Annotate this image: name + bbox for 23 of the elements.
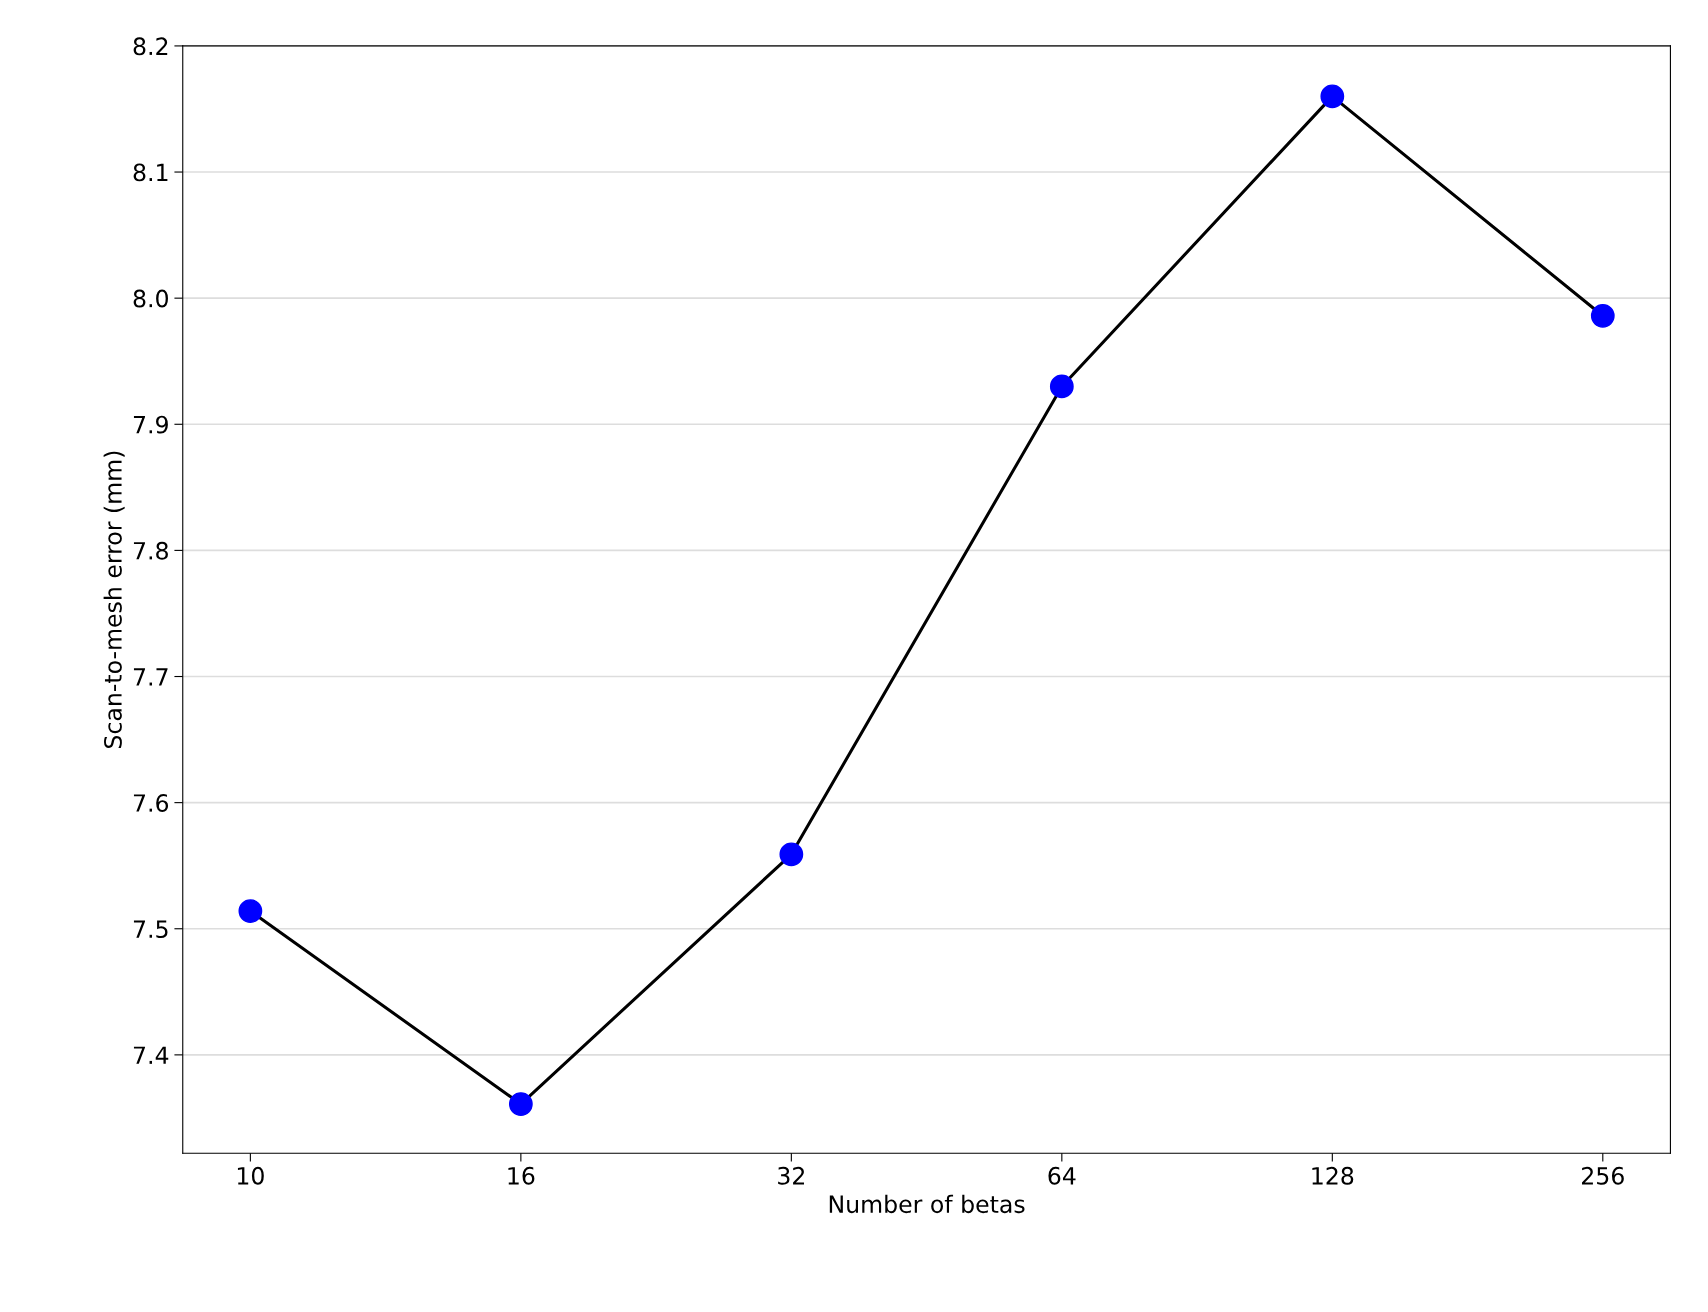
- x-axis-title: Number of betas: [829, 1194, 1025, 1214]
- y-tick-label: 7.7: [133, 668, 168, 686]
- x-tick-label: 64: [1048, 1166, 1076, 1185]
- y-tick-label: 8.2: [133, 37, 168, 56]
- y-tick-label: 7.5: [133, 920, 168, 939]
- y-tick-label: 8.0: [133, 289, 168, 308]
- point: [779, 842, 804, 867]
- x-tick-label: 10: [237, 1166, 264, 1185]
- x-tick-label: 32: [778, 1166, 804, 1185]
- point: [1320, 84, 1345, 109]
- point: [508, 1092, 533, 1116]
- y-axis-title: Scan-to-mesh error (mm): [103, 451, 125, 749]
- point: [1049, 374, 1074, 399]
- x-tick-label: 16: [508, 1166, 535, 1185]
- y-tick-label: 7.4: [133, 1046, 169, 1064]
- point: [238, 899, 263, 923]
- y-tick-label: 7.6: [133, 794, 169, 812]
- x-tick-label: 128: [1312, 1166, 1354, 1185]
- y-tick-label: 8.1: [133, 163, 168, 182]
- y-tick-label: 7.9: [133, 415, 168, 434]
- y-tick-label: 7.8: [133, 541, 168, 560]
- point: [1590, 303, 1615, 328]
- x-tick-label: 256: [1582, 1166, 1624, 1185]
